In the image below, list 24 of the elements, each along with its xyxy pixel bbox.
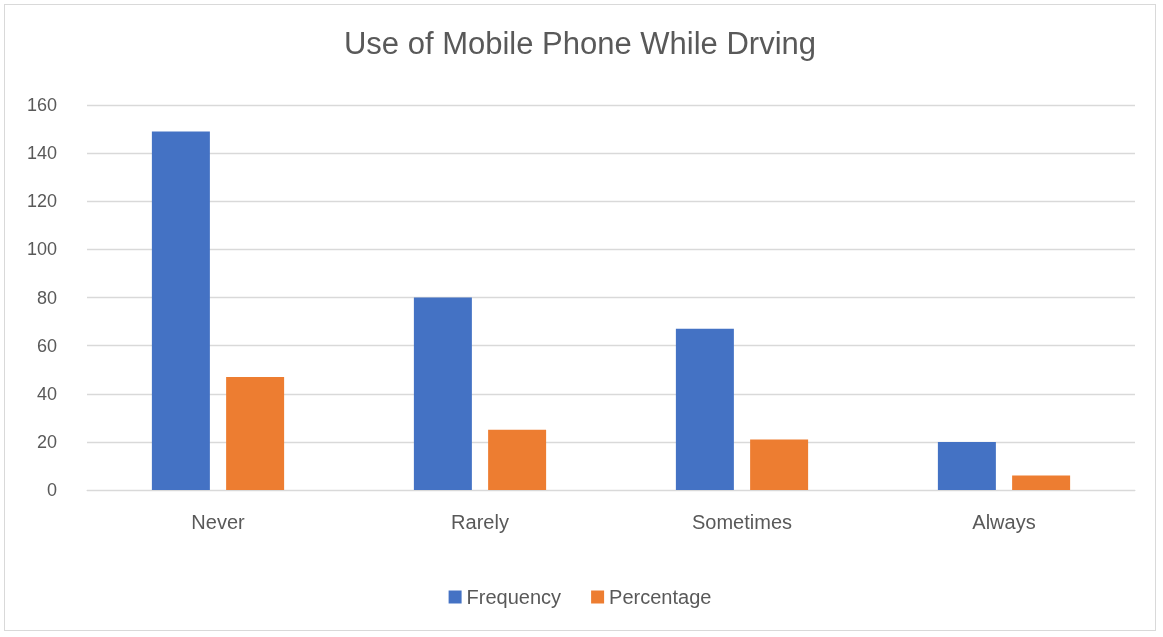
bar [937, 441, 996, 490]
legend-label: Percentage [609, 586, 712, 608]
x-tick-label: Sometimes [691, 511, 793, 533]
y-tick-label: 80 [36, 287, 57, 308]
bar [750, 439, 809, 490]
bar [413, 297, 472, 490]
y-tick-label: 40 [36, 383, 57, 404]
x-tick-label: Never [191, 511, 246, 533]
bar [488, 429, 547, 490]
x-tick-label: Always [972, 511, 1036, 533]
y-tick-label: 0 [46, 480, 57, 500]
bar [675, 328, 734, 490]
y-tick-label: 160 [26, 95, 57, 115]
legend-label: Frequency [466, 586, 562, 608]
chart-title: Use of Mobile Phone While Drving [343, 26, 817, 61]
bar [151, 131, 210, 490]
bar [1012, 475, 1071, 490]
x-tick-label: Rarely [451, 511, 509, 533]
bar [226, 376, 285, 490]
y-tick-label: 100 [26, 239, 57, 260]
y-tick-label: 20 [36, 431, 57, 452]
y-tick-label: 60 [36, 335, 57, 356]
y-tick-label: 140 [26, 143, 57, 164]
y-tick-label: 120 [26, 191, 57, 212]
